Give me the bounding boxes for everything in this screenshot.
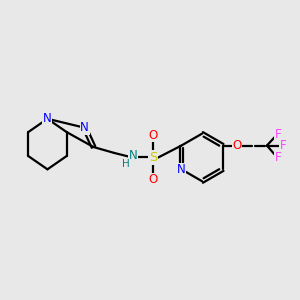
Text: N: N bbox=[128, 148, 137, 162]
Text: N: N bbox=[43, 112, 51, 125]
Text: N: N bbox=[176, 164, 185, 176]
Text: F: F bbox=[275, 151, 281, 164]
Text: N: N bbox=[80, 121, 89, 134]
Text: F: F bbox=[280, 139, 286, 152]
Text: H: H bbox=[122, 159, 130, 169]
Text: F: F bbox=[275, 128, 281, 141]
Text: O: O bbox=[148, 173, 158, 186]
Text: O: O bbox=[148, 129, 158, 142]
Text: S: S bbox=[149, 151, 157, 164]
Text: O: O bbox=[232, 139, 242, 152]
